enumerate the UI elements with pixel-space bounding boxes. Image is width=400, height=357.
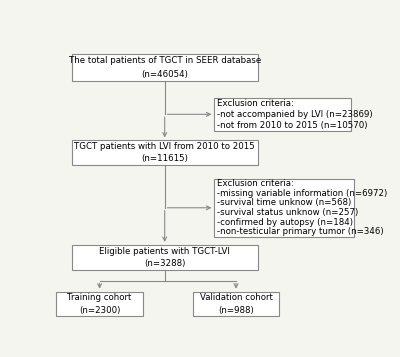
Text: -not from 2010 to 2015 (n=10570): -not from 2010 to 2015 (n=10570)	[218, 121, 368, 130]
Text: TGCT patients with LVI from 2010 to 2015: TGCT patients with LVI from 2010 to 2015	[74, 142, 255, 151]
Text: Exclusion criteria:: Exclusion criteria:	[218, 99, 294, 108]
FancyBboxPatch shape	[56, 292, 143, 316]
Text: Validation cohort: Validation cohort	[200, 293, 272, 302]
FancyBboxPatch shape	[214, 98, 351, 131]
Text: -survival status unknow (n=257): -survival status unknow (n=257)	[218, 208, 359, 217]
Text: (n=988): (n=988)	[218, 306, 254, 315]
Text: -confirmed by autopsy (n=184): -confirmed by autopsy (n=184)	[218, 218, 354, 227]
Text: -non-testicular primary tumor (n=346): -non-testicular primary tumor (n=346)	[218, 227, 384, 236]
FancyBboxPatch shape	[214, 179, 354, 237]
Text: Exclusion criteria:: Exclusion criteria:	[218, 179, 294, 188]
Text: (n=46054): (n=46054)	[141, 70, 188, 79]
Text: -missing variable information (n=6972): -missing variable information (n=6972)	[218, 189, 388, 198]
Text: (n=2300): (n=2300)	[79, 306, 120, 315]
FancyBboxPatch shape	[193, 292, 279, 316]
FancyBboxPatch shape	[72, 54, 258, 81]
FancyBboxPatch shape	[72, 140, 258, 165]
Text: (n=11615): (n=11615)	[141, 155, 188, 164]
Text: Eligible patients with TGCT-LVI: Eligible patients with TGCT-LVI	[99, 247, 230, 256]
Text: -survival time unknow (n=568): -survival time unknow (n=568)	[218, 198, 352, 207]
Text: (n=3288): (n=3288)	[144, 259, 185, 268]
Text: The total patients of TGCT in SEER database: The total patients of TGCT in SEER datab…	[68, 56, 261, 65]
Text: Training cohort: Training cohort	[68, 293, 132, 302]
FancyBboxPatch shape	[72, 245, 258, 270]
Text: -not accompanied by LVI (n=23869): -not accompanied by LVI (n=23869)	[218, 110, 373, 119]
